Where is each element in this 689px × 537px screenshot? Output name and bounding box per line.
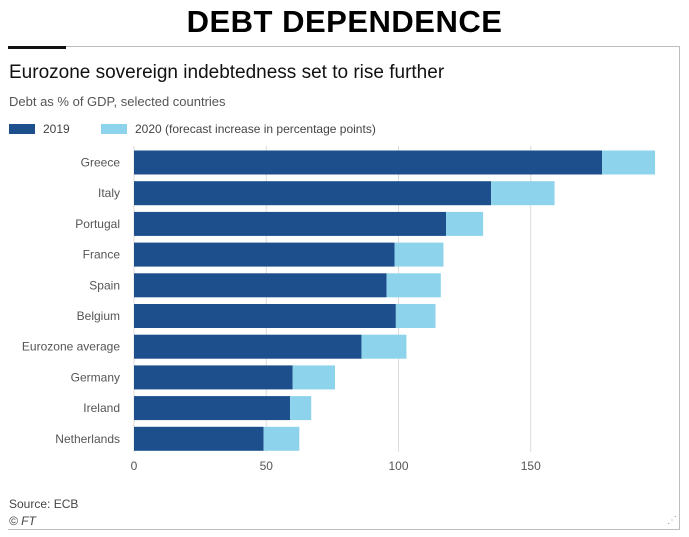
category-label: Portugal	[75, 217, 120, 231]
bar-2020-increase	[446, 211, 484, 236]
category-label: Spain	[89, 278, 120, 292]
chart-subtitle: Debt as % of GDP, selected countries	[9, 94, 226, 109]
category-label: Belgium	[77, 309, 120, 323]
bar-2020-increase	[290, 396, 312, 421]
legend-swatch-2019	[9, 124, 35, 134]
legend-item-2019: 2019	[9, 122, 70, 136]
x-tick-label: 0	[131, 459, 138, 473]
x-tick-label: 50	[260, 459, 274, 473]
bar-2019	[134, 304, 396, 328]
chart-frame	[8, 46, 680, 530]
category-label: France	[83, 248, 121, 262]
copyright-note: © FT	[9, 514, 36, 528]
category-label: Germany	[71, 370, 120, 384]
bar-2019	[134, 150, 603, 175]
bar-2020-increase	[395, 304, 436, 328]
headline: DEBT DEPENDENCE	[186, 4, 503, 39]
bar-2019	[134, 396, 291, 421]
bar-2019	[134, 181, 492, 206]
bar-2019	[134, 273, 387, 298]
category-label: Greece	[81, 156, 121, 170]
frame-accent-bar	[8, 46, 66, 49]
bar-2020-increase	[386, 273, 441, 298]
resize-grip-icon: ⋰	[667, 515, 677, 526]
source-note: Source: ECB	[9, 497, 79, 511]
chart-title: Eurozone sovereign indebtedness set to r…	[9, 62, 445, 83]
bar-2019	[134, 365, 293, 390]
bar-2020-increase	[491, 181, 555, 206]
legend-item-2020: 2020 (forecast increase in percentage po…	[101, 122, 376, 136]
bar-2019	[134, 242, 395, 267]
bar-2019	[134, 211, 447, 236]
bar-2020-increase	[394, 242, 444, 267]
category-label: Netherlands	[55, 432, 120, 446]
x-tick-label: 100	[388, 459, 408, 473]
legend-label-2019: 2019	[43, 122, 70, 136]
category-label: Ireland	[83, 401, 120, 415]
bar-2020-increase	[602, 150, 656, 175]
bar-2020-increase	[263, 426, 300, 451]
bar-2019	[134, 334, 362, 359]
legend-label-2020: 2020 (forecast increase in percentage po…	[135, 122, 376, 136]
bar-2019	[134, 426, 264, 451]
category-label: Eurozone average	[22, 340, 120, 354]
category-label: Italy	[98, 186, 120, 200]
x-tick-label: 150	[521, 459, 541, 473]
bar-2020-increase	[361, 334, 407, 359]
bar-2020-increase	[292, 365, 336, 390]
legend-swatch-2020	[101, 124, 127, 134]
